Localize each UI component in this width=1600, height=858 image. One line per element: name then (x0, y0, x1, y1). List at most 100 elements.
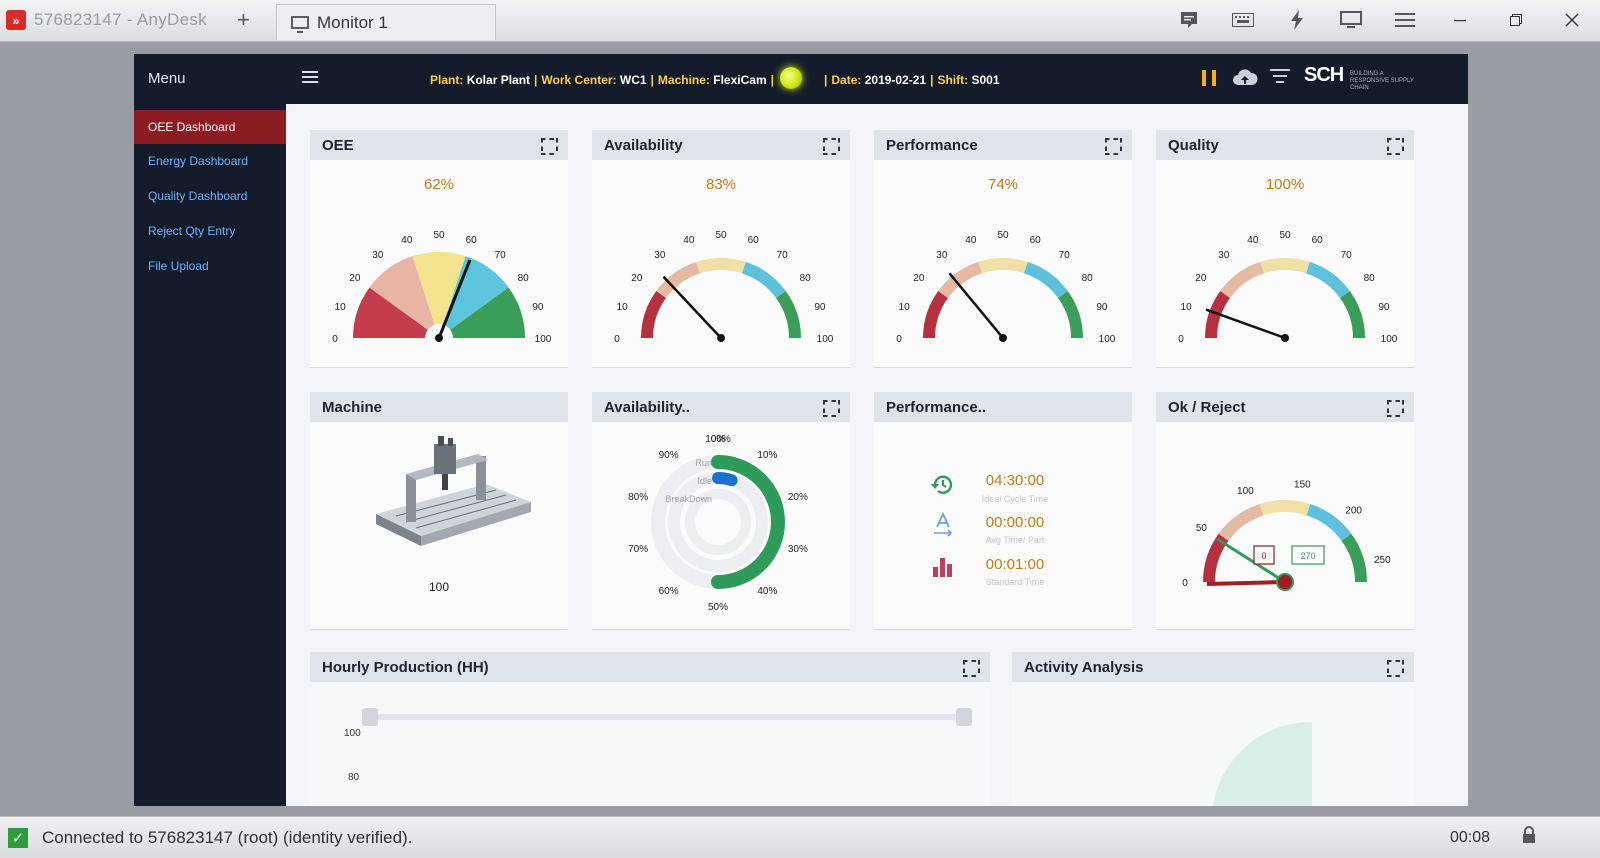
gauge-band-4 (439, 287, 525, 338)
range-slider-end-handle[interactable] (956, 708, 972, 726)
run-series-arc (711, 455, 785, 589)
perf-row-ideal-cycle (930, 472, 956, 498)
gauge-tick-label: 70 (1059, 250, 1071, 261)
anydesk-session-tab[interactable]: » 576823147 - AnyDesk + (0, 0, 270, 40)
perf-row-standard-time (930, 554, 956, 580)
gauge-arc-band-2 (696, 258, 746, 274)
brand-tagline: BUILDING A RESPONSIVE SUPPLY CHAIN (1350, 71, 1414, 91)
oee-gauge: 0 10 20 30 40 50 60 70 80 90 100 (332, 230, 552, 352)
y-tick-80: 80 (348, 772, 360, 783)
display-icon[interactable] (1324, 0, 1378, 40)
gauge-arc-band-0 (923, 290, 949, 339)
anydesk-title-bar: » 576823147 - AnyDesk + Monitor 1 (0, 0, 1600, 42)
gauge-tick-label: 20 (631, 273, 643, 284)
card-title: Machine (310, 392, 568, 422)
chat-icon[interactable] (1162, 0, 1216, 40)
card-title: Ok / Reject (1156, 392, 1414, 422)
hamburger-menu-icon[interactable] (302, 71, 318, 83)
expand-icon[interactable] (823, 138, 836, 151)
gauge-tick-label: 10 (899, 302, 911, 313)
connection-status: Connected to 576823147 (root) (identity … (42, 827, 413, 847)
radial-tick-label: 60% (659, 586, 679, 597)
gauge-tick-label: 50 (715, 230, 727, 241)
gauge-needle (662, 275, 722, 339)
gauge-arc-band-1 (938, 261, 983, 299)
dashboard-content: OEE 62% 0 10 20 30 40 50 60 70 80 90 100 Availabil… (286, 104, 1468, 806)
gauge-band-3 (439, 256, 509, 338)
hourly-range-slider[interactable] (370, 714, 966, 720)
gauge-arc-band-3 (1023, 261, 1068, 299)
gauge-needle-hub (717, 334, 725, 342)
radial-tick-label: 90% (659, 450, 679, 461)
gauge-tick-label: 10 (335, 302, 347, 313)
anydesk-tab-title: 576823147 - AnyDesk (34, 10, 207, 29)
quality-gauge: 0 10 20 30 40 50 60 70 80 90 100 (1178, 230, 1398, 345)
keyboard-icon[interactable] (1216, 0, 1270, 40)
expand-icon[interactable] (1105, 138, 1118, 151)
okreject-tick-label: 200 (1345, 505, 1362, 516)
gauge-tick-label: 30 (936, 250, 948, 261)
machine-value: 100 (428, 580, 450, 594)
cloud-upload-icon[interactable] (1232, 68, 1258, 90)
brand-logo: SCH (1304, 64, 1344, 86)
sidebar-item-reject-qty-entry[interactable]: Reject Qty Entry (148, 224, 236, 238)
verified-check-icon: ✓ (8, 827, 28, 848)
sidebar-item-file-upload[interactable]: File Upload (148, 259, 209, 273)
expand-icon[interactable] (1387, 400, 1400, 413)
gauge-arc-band-4 (1057, 290, 1083, 339)
filter-icon[interactable] (1270, 69, 1290, 85)
range-slider-start-handle[interactable] (362, 708, 378, 726)
sidebar-item-quality-dashboard[interactable]: Quality Dashboard (148, 189, 248, 203)
gauge-tick-label: 30 (1218, 250, 1230, 261)
expand-icon[interactable] (823, 400, 836, 413)
pause-icon[interactable] (1202, 70, 1216, 86)
new-tab-button[interactable]: + (237, 7, 250, 32)
performance-gauge: 0 10 20 30 40 50 60 70 80 90 100 (896, 230, 1116, 345)
gauge-tick-label: 90 (1096, 302, 1108, 313)
context-date-shift: | Date: 2019-02-21 | Shift: S001 (824, 73, 1000, 87)
gauge-arc-band-0 (641, 290, 667, 339)
gauge-tick-label: 60 (748, 235, 760, 246)
availability-gauge: 0 10 20 30 40 50 60 70 80 90 100 (614, 230, 834, 345)
minimize-button[interactable] (1432, 0, 1488, 40)
ideal-cycle-time-value: 04:30:00 (985, 472, 1045, 489)
radial-tick-label: 40% (757, 586, 777, 597)
okreject-tick-label: 0 (1182, 578, 1188, 589)
gauge-tick-label: 40 (1247, 235, 1259, 246)
gauge-tick-label: 20 (913, 273, 925, 284)
sidebar-item-energy-dashboard[interactable]: Energy Dashboard (148, 154, 249, 168)
breakdown-track (685, 489, 751, 555)
card-title: Activity Analysis (1012, 652, 1414, 682)
gauge-card-performance: Performance 74% 0 10 20 30 40 50 60 70 80 90 100 (874, 130, 1132, 368)
expand-icon[interactable] (541, 138, 554, 151)
gauge-tick-label: 100 (817, 334, 834, 345)
gauge-band-2 (412, 252, 466, 338)
sidebar-item-oee-dashboard[interactable]: OEE Dashboard (134, 110, 286, 144)
okreject-tick-label: 100 (1237, 486, 1254, 497)
okreject-band-0 (1203, 533, 1229, 583)
activity-pie-partial (1212, 721, 1312, 806)
gauge-arc-band-2 (978, 258, 1028, 274)
menu-icon[interactable] (1378, 0, 1432, 40)
bar-chart-icon (930, 554, 956, 580)
restore-button[interactable] (1488, 0, 1544, 40)
expand-icon[interactable] (963, 660, 976, 673)
gauge-needle (1205, 308, 1286, 340)
expand-icon[interactable] (1387, 138, 1400, 151)
radial-tick-label: 30% (788, 544, 808, 555)
actions-lightning-icon[interactable] (1270, 0, 1324, 40)
lock-icon[interactable] (1522, 826, 1536, 849)
y-tick-100: 100 (344, 728, 361, 739)
card-title: Availability.. (592, 392, 850, 422)
gauge-tick-label: 70 (777, 250, 789, 261)
anydesk-status-bar: ✓ Connected to 576823147 (root) (identit… (0, 816, 1600, 858)
radial-legend-label: BreakDown (665, 494, 712, 504)
gauge-arc-band-4 (775, 290, 801, 339)
gauge-needle-hub (999, 334, 1007, 342)
gauge-tick-label: 80 (800, 273, 812, 284)
gauge-value: 100% (1265, 176, 1305, 193)
monitor-tab[interactable]: Monitor 1 (276, 4, 496, 40)
okreject-tick-label: 50 (1196, 523, 1208, 534)
card-title: OEE (310, 130, 568, 160)
close-button[interactable] (1544, 0, 1600, 40)
